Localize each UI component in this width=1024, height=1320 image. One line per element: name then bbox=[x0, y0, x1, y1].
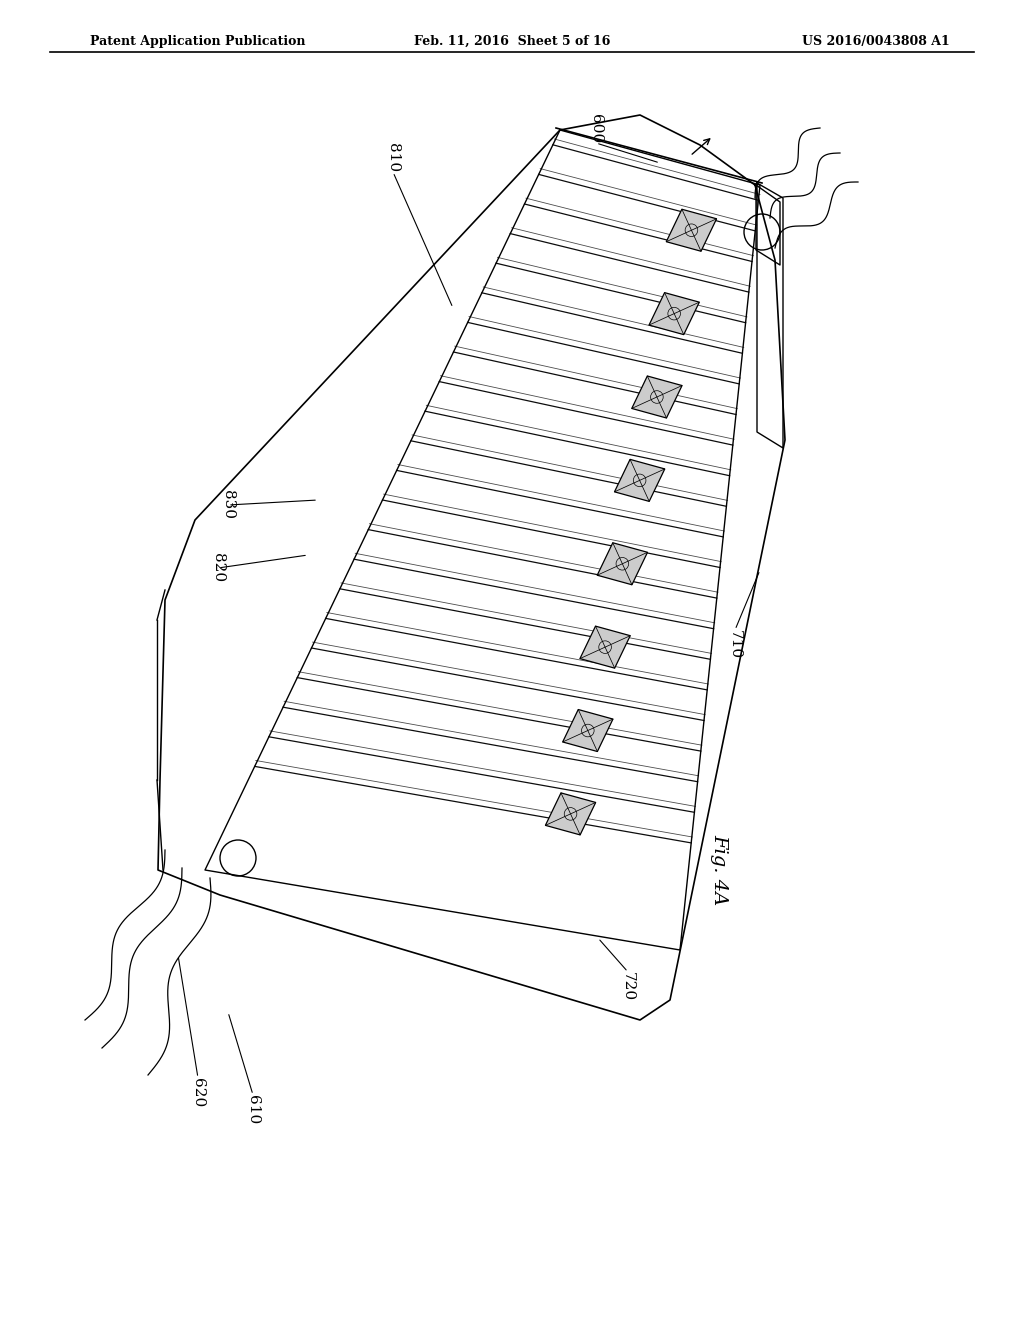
Text: Feb. 11, 2016  Sheet 5 of 16: Feb. 11, 2016 Sheet 5 of 16 bbox=[414, 36, 610, 48]
Text: 830: 830 bbox=[221, 491, 234, 520]
Text: 810: 810 bbox=[386, 143, 400, 172]
Text: 620: 620 bbox=[191, 1078, 205, 1107]
Text: Fig. 4A: Fig. 4A bbox=[710, 834, 728, 906]
Text: Patent Application Publication: Patent Application Publication bbox=[90, 36, 305, 48]
Polygon shape bbox=[667, 210, 717, 251]
Text: 610: 610 bbox=[246, 1096, 260, 1125]
Polygon shape bbox=[632, 376, 682, 418]
Polygon shape bbox=[562, 710, 613, 751]
Text: 600: 600 bbox=[589, 114, 603, 143]
Polygon shape bbox=[614, 459, 665, 502]
Polygon shape bbox=[580, 626, 630, 668]
Polygon shape bbox=[597, 543, 647, 585]
Polygon shape bbox=[649, 293, 699, 335]
Polygon shape bbox=[546, 793, 596, 836]
Text: 710: 710 bbox=[728, 630, 742, 659]
Text: 820: 820 bbox=[211, 553, 225, 582]
Text: 720: 720 bbox=[621, 972, 635, 1001]
Text: US 2016/0043808 A1: US 2016/0043808 A1 bbox=[802, 36, 950, 48]
